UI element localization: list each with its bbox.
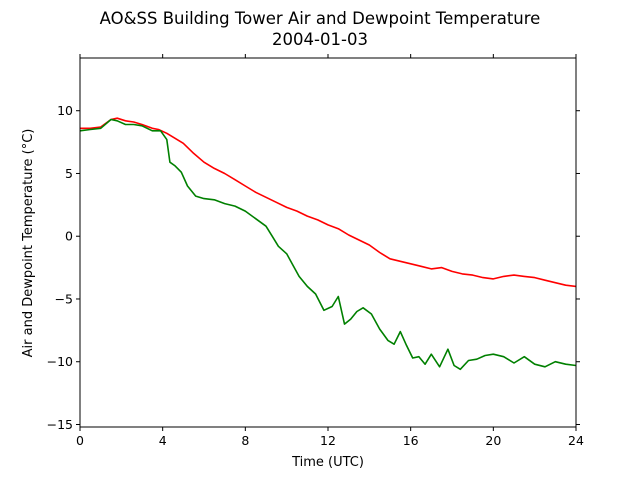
x-tick-label: 8 [241,433,249,448]
series-layer [80,117,576,371]
y-axis-label: Air and Dewpoint Temperature (°C) [21,129,36,358]
x-tick-label: 24 [568,433,584,448]
tick-layer: 0 4 8 12 16 20 24 −15 −10 −5 0 5 10 [47,54,584,448]
series-line-2 [80,118,576,371]
plot-frame [79,57,577,428]
y-tick-label: −5 [55,291,73,306]
x-axis-label: Time (UTC) [291,455,364,470]
y-tick-label: 0 [65,229,73,244]
y-tick-label: −15 [47,417,73,432]
chart-subtitle: 2004-01-03 [272,30,368,49]
y-tick-label: −10 [47,354,73,369]
x-tick-label: 16 [403,433,419,448]
y-tick-label: 5 [65,166,73,181]
x-tick-label: 4 [159,433,167,448]
chart-title: AO&SS Building Tower Air and Dewpoint Te… [100,9,541,28]
y-tick-label: 10 [57,103,73,118]
x-tick-label: 20 [485,433,501,448]
series-line-1 [80,117,576,288]
plot-area: 0 4 8 12 16 20 24 −15 −10 −5 0 5 10 [47,54,584,448]
x-tick-label: 12 [320,433,336,448]
x-tick-label: 0 [76,433,84,448]
